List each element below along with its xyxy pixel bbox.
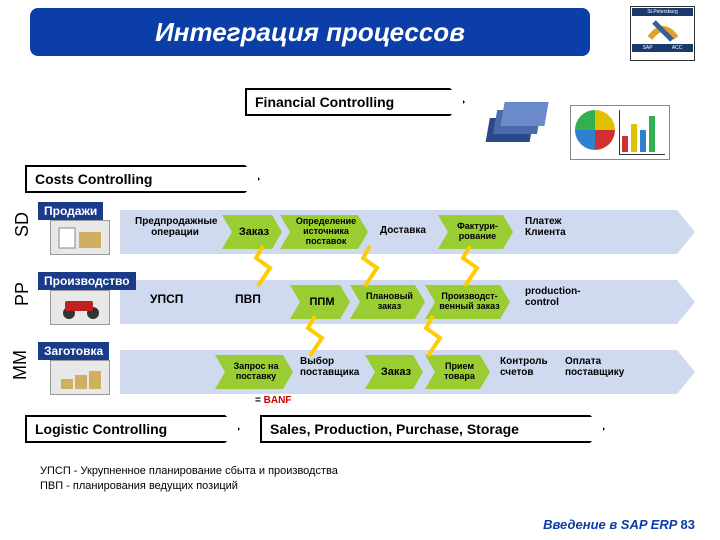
- pie-chart-icon: [575, 110, 615, 150]
- logistic-controlling-label: Logistic Controlling: [35, 421, 167, 437]
- logo-top: St.Petersburg: [632, 8, 693, 16]
- logo-graphic: [632, 16, 693, 44]
- pp-step-5: production-control: [525, 286, 595, 308]
- title-bar: Интеграция процессов: [30, 8, 590, 56]
- spps-label: Sales, Production, Purchase, Storage: [270, 421, 519, 437]
- bar-chart-icon: [619, 110, 665, 155]
- sap-acc-logo: St.Petersburg SAP ACC: [630, 6, 695, 61]
- spps-box: Sales, Production, Purchase, Storage: [260, 415, 605, 443]
- footer: Введение в SAP ERP 83: [543, 517, 695, 532]
- mm-image: [50, 360, 110, 395]
- pp-step-4: Производст-венный заказ: [425, 285, 510, 319]
- charts-icon: [570, 105, 670, 160]
- pp-step-0: УПСП: [150, 293, 183, 306]
- sd-label: SD: [12, 212, 33, 237]
- pp-image: [50, 290, 110, 325]
- financial-controlling-box: Financial Controlling: [245, 88, 465, 116]
- sd-step-4: Фактури-рование: [438, 215, 513, 249]
- sd-header: Продажи: [38, 202, 103, 220]
- pp-step-3: Плановый заказ: [350, 285, 425, 319]
- pp-label: PP: [12, 282, 33, 306]
- sd-step-2: Определение источника поставок: [280, 215, 368, 249]
- logistic-controlling-box: Logistic Controlling: [25, 415, 240, 443]
- mm-step-1: Выбор поставщика: [300, 356, 360, 378]
- sd-step-5: Платеж Клиента: [525, 216, 585, 238]
- financial-controlling-label: Financial Controlling: [255, 94, 394, 110]
- banf-note: = BANF: [255, 395, 291, 406]
- costs-controlling-label: Costs Controlling: [35, 171, 152, 187]
- banf-eq: =: [255, 395, 264, 406]
- logo-sap: SAP: [643, 45, 653, 51]
- mm-header: Заготовка: [38, 342, 109, 360]
- footer-page: 83: [681, 517, 695, 532]
- banf-text: BANF: [264, 395, 292, 406]
- mm-step-4: Контроль счетов: [500, 356, 555, 378]
- logo-bottom: SAP ACC: [632, 44, 693, 52]
- mm-step-5: Оплата поставщику: [565, 356, 635, 378]
- pp-header: Производство: [38, 272, 136, 290]
- logo-acc: ACC: [672, 45, 683, 51]
- sd-step-3: Доставка: [380, 225, 426, 236]
- footer-text: Введение в SAP ERP: [543, 517, 680, 532]
- sd-image: [50, 220, 110, 255]
- footnote-1: УПСП - Укрупненное планирование сбыта и …: [40, 465, 338, 477]
- books-icon: [485, 100, 555, 150]
- page-title: Интеграция процессов: [155, 17, 465, 48]
- footnote-2: ПВП - планирования ведущих позиций: [40, 480, 238, 492]
- pp-step-1: ПВП: [235, 293, 261, 306]
- costs-controlling-box: Costs Controlling: [25, 165, 260, 193]
- mm-label: MM: [10, 350, 31, 380]
- sd-step-0: Предпродажные операции: [135, 216, 215, 238]
- mm-step-0: Запрос на поставку: [215, 355, 293, 389]
